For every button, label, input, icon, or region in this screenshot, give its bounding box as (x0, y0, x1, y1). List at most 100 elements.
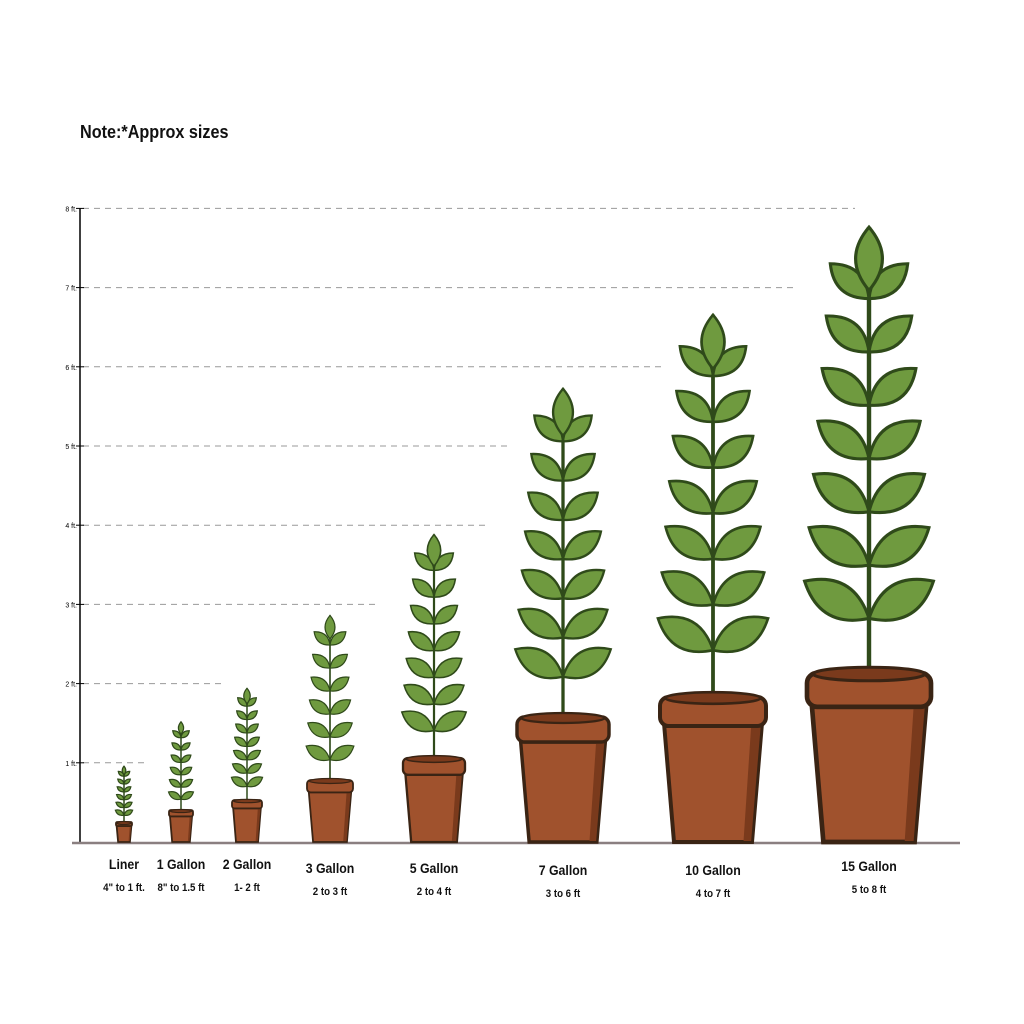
tick-label: 7 ft. (65, 286, 77, 293)
plant-7-gallon (513, 386, 613, 844)
plant-2-gallon (230, 687, 264, 843)
leaf (513, 646, 565, 680)
leaf (433, 630, 461, 652)
leaf (115, 793, 125, 801)
leaf (180, 730, 190, 739)
leaf (824, 314, 871, 354)
plant-size-name: Liner (108, 856, 140, 872)
leaf (711, 389, 752, 424)
leaf (324, 614, 336, 640)
tick-label: 8 ft. (65, 206, 77, 213)
note-text: Note:*Approx sizes (80, 122, 229, 142)
leaf (123, 778, 132, 785)
leaf (711, 615, 770, 654)
plant-1-gallon (167, 720, 195, 843)
leaf (523, 530, 565, 561)
leaf (123, 801, 133, 809)
leaf (313, 631, 331, 646)
leaf (329, 653, 349, 669)
pot-shade (904, 706, 925, 841)
plant-height-range: 2 to 4 ft (416, 886, 452, 898)
plant-height-range: 4" to 1 ft. (103, 882, 145, 894)
plant-height-range: 5 to 8 ft (851, 884, 887, 896)
leaf (234, 723, 248, 734)
plant-liner (114, 765, 134, 843)
plant-size-name: 5 Gallon (409, 860, 459, 876)
pot-soil (405, 754, 463, 764)
tick-label: 3 ft. (65, 602, 77, 609)
leaf (711, 524, 763, 561)
leaf (551, 386, 575, 438)
leaf (169, 766, 182, 776)
leaf (561, 452, 597, 482)
leaf (407, 630, 435, 652)
leaf (116, 778, 125, 785)
leaf (329, 721, 353, 738)
pot-soil (663, 690, 763, 706)
leaf (114, 809, 125, 816)
leaf (180, 791, 195, 801)
plant-height-range: 2 to 3 ft (312, 886, 348, 898)
leaf (711, 570, 766, 607)
tick-label: 4 ft. (65, 523, 77, 530)
leaf (561, 530, 603, 561)
leaf (520, 568, 565, 601)
leaf (246, 723, 260, 734)
leaf (433, 657, 463, 679)
leaf (180, 766, 193, 776)
leaf (517, 607, 565, 640)
leaf (246, 710, 259, 721)
pot-shade (187, 816, 192, 841)
plant-label: 7 Gallon 3 to 6 ft (539, 862, 588, 900)
leaf (305, 744, 331, 762)
leaf (170, 754, 182, 763)
leaf (180, 778, 194, 788)
plant-height-range: 8" to 1.5 ft (157, 882, 205, 894)
leaf (867, 472, 927, 515)
pot-shade (743, 726, 761, 841)
leaf (432, 710, 468, 733)
leaf (400, 710, 436, 733)
leaf (526, 491, 565, 522)
leaf (123, 786, 132, 793)
pot-soil (232, 798, 262, 804)
leaf (307, 721, 331, 738)
leaf (329, 699, 352, 715)
pot-soil (169, 808, 193, 814)
leaf (561, 646, 613, 680)
leaf (711, 434, 755, 469)
leaf (329, 631, 347, 646)
leaf (867, 366, 918, 407)
plant-10-gallon (656, 312, 770, 844)
leaf (433, 604, 459, 625)
leaf (866, 577, 936, 622)
plant-label: Liner 4" to 1 ft. (103, 856, 145, 894)
leaf (403, 683, 435, 706)
pot-soil (811, 665, 927, 683)
pot-soil (116, 820, 132, 826)
leaf (411, 578, 435, 598)
plant-label: 15 Gallon 5 to 8 ft (841, 858, 896, 896)
leaf (529, 452, 565, 482)
plant-height-range: 3 to 6 ft (545, 888, 581, 900)
leaf (115, 801, 125, 809)
tick-label: 6 ft. (65, 365, 77, 372)
tick-label: 2 ft. (65, 682, 77, 689)
plant-size-name: 10 Gallon (685, 862, 741, 878)
leaf (243, 687, 251, 705)
plant-label: 2 Gallon 1- 2 ft (223, 856, 272, 894)
pot-soil (520, 711, 606, 725)
leaf (246, 749, 262, 761)
leaf (329, 744, 355, 762)
plant-height-range: 1- 2 ft (234, 882, 260, 894)
leaf (802, 577, 872, 622)
plant-5-gallon (400, 533, 468, 844)
leaf (235, 710, 248, 721)
leaf (409, 604, 435, 625)
leaf (700, 312, 726, 371)
pot-shade (128, 826, 132, 841)
plant-size-name: 7 Gallon (538, 862, 588, 878)
plant-label: 10 Gallon 4 to 7 ft (685, 862, 740, 900)
leaf (180, 742, 191, 751)
